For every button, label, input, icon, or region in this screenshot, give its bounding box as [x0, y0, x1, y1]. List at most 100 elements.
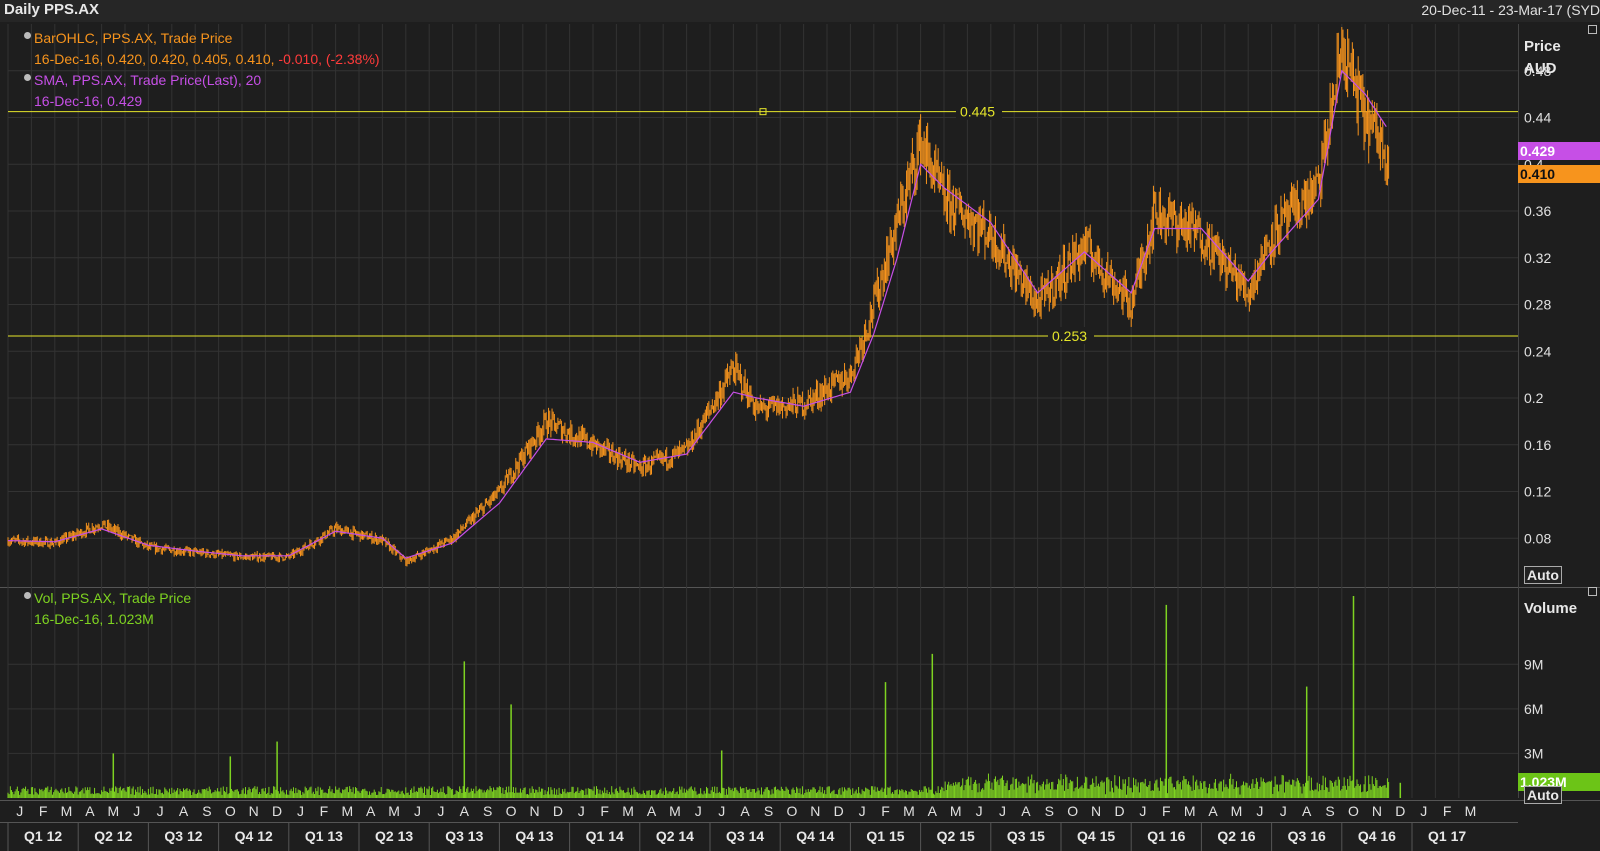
quarter-tick-label: Q1 12 [24, 828, 62, 844]
quarter-tick-label: Q1 15 [866, 828, 904, 844]
month-tick-label: O [225, 803, 236, 819]
month-tick-label: M [61, 803, 73, 819]
quarter-tick-label: Q4 15 [1077, 828, 1115, 844]
month-tick-label: M [341, 803, 353, 819]
quarter-tick-label: Q4 16 [1358, 828, 1396, 844]
ohlc-legend-values: 16-Dec-16, 0.420, 0.420, 0.405, 0.410, [34, 51, 275, 67]
month-tick-label: A [85, 803, 95, 819]
quarter-tick-label: Q2 13 [375, 828, 413, 844]
horizontal-lines: 0.445 0.253 [8, 102, 1518, 345]
sma-legend-values: 16-Dec-16, 0.429 [34, 93, 143, 109]
price-axis-title-line1: Price [1524, 38, 1561, 55]
reference-line-label-bg [1048, 327, 1094, 345]
price-tick-label: 0.08 [1524, 530, 1551, 546]
sma-legend[interactable]: SMA, PPS.AX, Trade Price(Last), 20 16-De… [24, 70, 262, 112]
volume-legend-name: Vol, PPS.AX, Trade Price [34, 590, 192, 606]
month-tick-label: M [622, 803, 634, 819]
volume-tick-label: 3M [1524, 745, 1543, 761]
month-tick-label: A [1302, 803, 1312, 819]
month-tick-label: J [695, 803, 702, 819]
volume-axis-title: Volume [1524, 600, 1578, 617]
month-tick-label: S [483, 803, 492, 819]
quarter-tick-label: Q3 14 [726, 828, 764, 844]
month-tick-label: D [553, 803, 563, 819]
volume-tick-label: 6M [1524, 701, 1543, 717]
month-tick-label: M [950, 803, 962, 819]
date-range: 20-Dec-11 - 23-Mar-17 (SYD [1421, 2, 1600, 18]
month-tick-label: A [460, 803, 470, 819]
month-tick-label: S [1045, 803, 1054, 819]
month-tick-label: J [133, 803, 140, 819]
quarter-tick-label: Q3 13 [445, 828, 483, 844]
month-tick-label: J [1420, 803, 1427, 819]
month-tick-label: J [1139, 803, 1146, 819]
month-tick-label: J [437, 803, 444, 819]
month-tick-label: M [107, 803, 119, 819]
ohlc-legend-values-row: 16-Dec-16, 0.420, 0.420, 0.405, 0.410, -… [34, 49, 380, 70]
chart-title: Daily PPS.AX [4, 1, 100, 18]
month-tick-label: F [881, 803, 890, 819]
month-tick-label: M [388, 803, 400, 819]
month-tick-label: J [999, 803, 1006, 819]
month-tick-label: N [249, 803, 259, 819]
volume-series [7, 595, 1402, 798]
close-last-value-tag: 0.410 [1518, 165, 1600, 183]
month-tick-label: S [202, 803, 211, 819]
volume-legend[interactable]: Vol, PPS.AX, Trade Price 16-Dec-16, 1.02… [24, 588, 192, 630]
quarter-tick-label: Q2 16 [1217, 828, 1255, 844]
grid-lines [0, 24, 1600, 801]
price-tick-label: 0.36 [1524, 203, 1551, 219]
quarter-tick-label: Q3 12 [164, 828, 202, 844]
month-tick-label: M [669, 803, 681, 819]
ohlc-legend[interactable]: BarOHLC, PPS.AX, Trade Price 16-Dec-16, … [24, 28, 380, 70]
month-tick-label: N [529, 803, 539, 819]
month-tick-label: J [1280, 803, 1287, 819]
month-tick-label: D [272, 803, 282, 819]
month-tick-label: F [600, 803, 609, 819]
volume-axis-ticks: 3M 6M 9M [1524, 656, 1543, 761]
volume-auto-scale-button[interactable]: Auto [1524, 786, 1562, 804]
reference-line-label: 0.253 [1052, 328, 1087, 344]
pane-settings-icon[interactable] [1588, 587, 1597, 596]
price-tick-label: 0.16 [1524, 437, 1551, 453]
quarter-tick-label: Q1 17 [1428, 828, 1466, 844]
month-tick-label: O [786, 803, 797, 819]
month-tick-label: J [157, 803, 164, 819]
month-tick-label: N [1091, 803, 1101, 819]
quarter-tick-label: Q3 15 [1007, 828, 1045, 844]
month-tick-label: N [810, 803, 820, 819]
volume-legend-values: 16-Dec-16, 1.023M [34, 611, 154, 627]
sma-line [8, 69, 1387, 559]
month-tick-label: M [1465, 803, 1477, 819]
month-tick-label: S [1325, 803, 1334, 819]
legend-toggle-icon[interactable] [24, 32, 31, 39]
month-tick-label: D [1395, 803, 1405, 819]
legend-toggle-icon[interactable] [24, 592, 31, 599]
month-tick-label: A [179, 803, 189, 819]
ohlc-legend-change: -0.010, (-2.38%) [278, 51, 380, 67]
price-tick-label: 0.24 [1524, 343, 1551, 359]
price-tick-label: 0.32 [1524, 250, 1551, 266]
month-tick-label: N [1372, 803, 1382, 819]
sma-legend-name: SMA, PPS.AX, Trade Price(Last), 20 [34, 72, 262, 88]
month-tick-label: M [1231, 803, 1243, 819]
month-tick-label: A [1021, 803, 1031, 819]
quarter-tick-label: Q2 15 [937, 828, 975, 844]
quarter-tick-label: Q1 14 [586, 828, 624, 844]
price-axis-ticks: 0.080.120.160.20.240.280.320.360.40.440.… [1524, 63, 1551, 547]
month-tick-label: J [16, 803, 23, 819]
price-axis-title-line2: AUD [1524, 60, 1557, 77]
legend-toggle-icon[interactable] [24, 74, 31, 81]
quarter-tick-label: Q1 13 [305, 828, 343, 844]
pane-settings-icon[interactable] [1588, 25, 1597, 34]
ohlc-legend-name: BarOHLC, PPS.AX, Trade Price [34, 30, 233, 46]
price-tick-label: 0.2 [1524, 390, 1544, 406]
month-tick-label: J [859, 803, 866, 819]
month-tick-label: F [1162, 803, 1171, 819]
price-auto-scale-button[interactable]: Auto [1524, 566, 1562, 584]
quarter-tick-label: Q1 16 [1147, 828, 1185, 844]
month-tick-label: O [506, 803, 517, 819]
quarter-tick-label: Q2 12 [94, 828, 132, 844]
price-tick-label: 0.48 [1524, 63, 1551, 79]
